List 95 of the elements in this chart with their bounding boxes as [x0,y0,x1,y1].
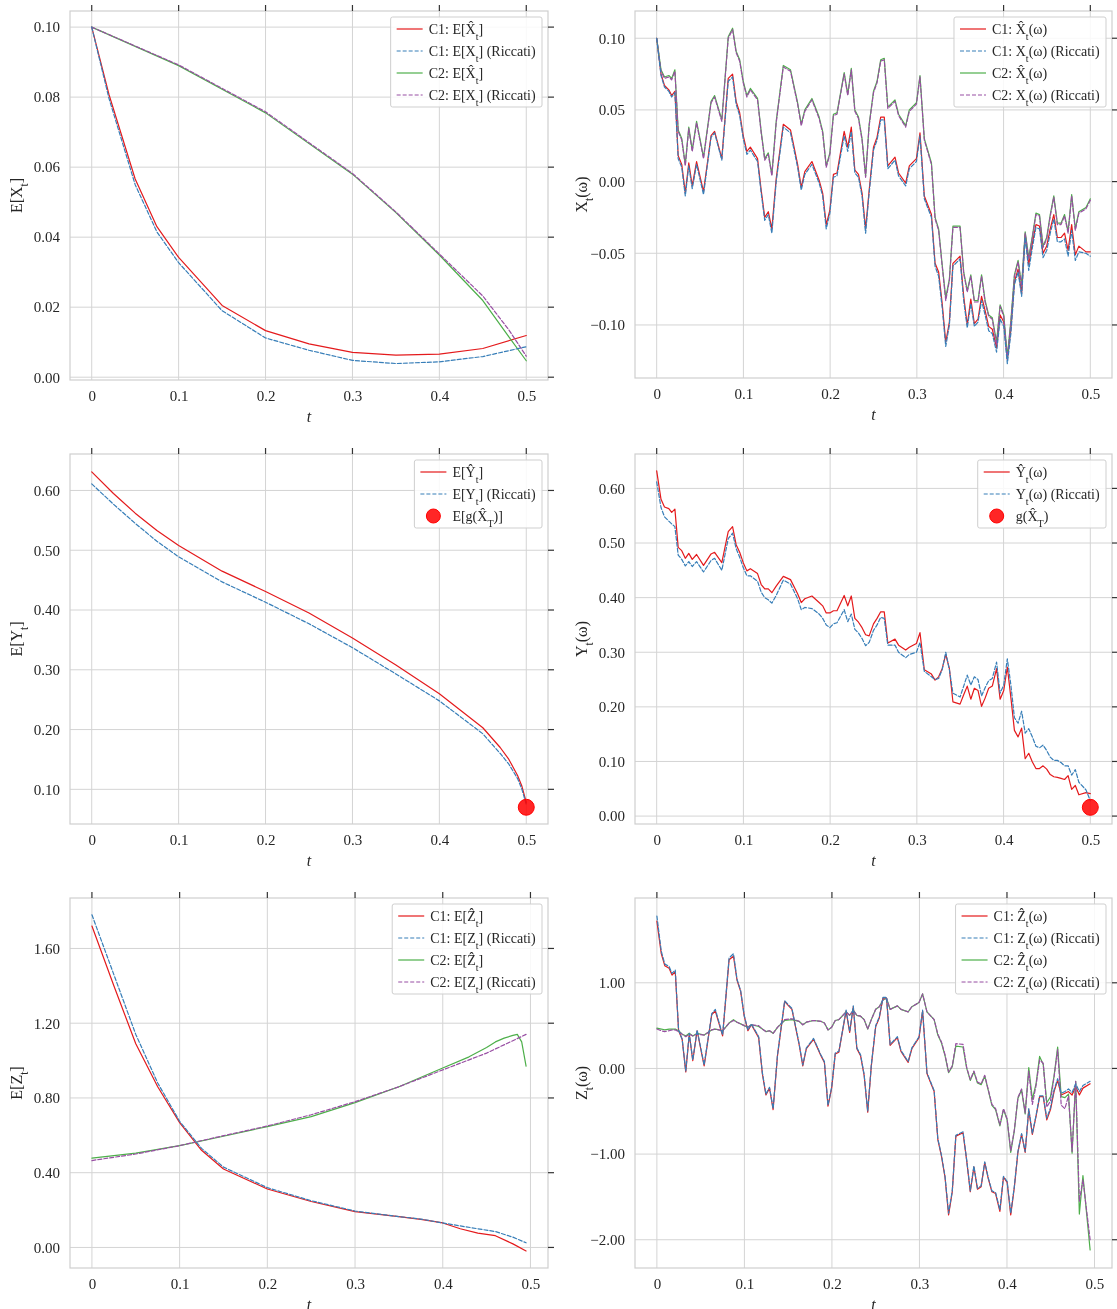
y-tick-label: 0.80 [33,1090,60,1107]
y-tick-label: 0.50 [598,535,625,552]
legend-label: C2: E[X$_{t}$] (Riccati) [428,88,536,108]
x-tick-label: 0.1 [169,831,189,848]
legend-label: C1: E[X$_{t}$] (Riccati) [428,44,536,64]
x-tick-label: 0.2 [256,831,276,848]
x-tick-label: 0.1 [169,387,189,404]
y-tick-label: −2.00 [590,1232,625,1249]
y-tick-label: 0.10 [598,30,625,47]
x-tick-label: 0.2 [821,831,841,848]
y-tick-label: 0.30 [33,662,60,679]
legend-label: E[Ŷ$_{t}$] [452,464,484,485]
x-tick-label: 0.2 [823,1275,842,1292]
y-tick-label: 0.30 [598,644,625,661]
x-tick-label: 0.5 [1081,385,1101,402]
y-tick-label: −0.10 [590,317,625,334]
y-tick-label: 0.40 [33,1165,60,1181]
y-tick-label: 0.06 [33,159,61,176]
x-axis-title: t [306,408,312,425]
y-tick-label: 0.00 [598,808,625,825]
legend-label: E[g(X̂$_{T}$)] [452,508,503,529]
x-tick-label: 0.5 [517,831,537,848]
legend-label: C2: X$_{t}$(ω) (Riccati) [991,88,1100,108]
legend-label: C1: X̂$_{t}$(ω) [991,21,1048,42]
legend-label: C1: Z$_{t}$(ω) (Riccati) [993,931,1100,951]
legend-label: Ŷ$_{t}$(ω) [1015,464,1048,485]
y-tick-label: 0.60 [598,480,625,497]
x-tick-label: 0 [88,1275,97,1292]
y-tick-label: 0.00 [598,173,625,190]
x-tick-label: 0.4 [998,1275,1018,1292]
x-tick-label: 0.5 [1081,831,1101,848]
legend-label: C1: Ẑ$_{t}$(ω) [993,908,1048,929]
legend-label: C2: E[X̂$_{t}$] [428,65,484,86]
legend-label: C1: E[Z$_{t}$] (Riccati) [430,931,536,951]
x-tick-label: 0.3 [343,831,363,848]
x-tick-label: 0.3 [907,385,927,402]
y-tick-label: 0.00 [598,1060,625,1077]
x-tick-label: 0.4 [430,831,450,848]
legend-label: C2: X̂$_{t}$(ω) [991,65,1048,86]
legend-label: C1: E[X̂$_{t}$] [428,21,484,42]
y-tick-label: 0.00 [33,369,60,386]
y-tick-label: 0.08 [33,89,60,106]
x-tick-label: 0.3 [343,387,363,404]
x-tick-label: 0.4 [433,1275,454,1292]
legend-label: C2: E[Z$_{t}$] (Riccati) [430,975,536,995]
y-tick-label: 0.10 [33,19,60,36]
x-tick-label: 0.5 [1085,1275,1105,1292]
y-tick-label: 0.50 [33,542,60,559]
y-tick-label: 1.60 [33,940,60,957]
legend-label: C2: E[Ẑ$_{t}$] [430,952,484,973]
y-tick-label: 1.20 [33,1015,60,1032]
legend-label: C1: X$_{t}$(ω) (Riccati) [991,44,1100,64]
x-tick-label: 0.2 [258,1275,278,1292]
legend-label: Y$_{t}$(ω) (Riccati) [1015,487,1100,507]
y-tick-label: 0.04 [33,229,61,246]
x-tick-label: 0.4 [430,387,450,404]
y-tick-label: 0.00 [33,1239,60,1256]
x-tick-label: 0.1 [734,831,754,848]
y-tick-label: 0.20 [33,721,60,738]
x-tick-label: 0 [653,385,661,402]
legend-label: C1: E[Ẑ$_{t}$] [430,908,484,929]
x-tick-label: 0.1 [170,1275,190,1292]
legend-label: C2: Ẑ$_{t}$(ω) [993,952,1048,973]
legend-label: C2: Z$_{t}$(ω) (Riccati) [993,975,1100,995]
y-tick-label: 0.05 [598,102,625,119]
y-tick-label: 0.40 [598,589,625,606]
x-tick-label: 0.2 [256,387,276,404]
x-tick-label: 0.1 [734,385,754,402]
x-tick-label: 0.5 [517,387,537,404]
x-tick-label: 0.3 [910,1275,930,1292]
legend-label: E[Y$_{t}$] (Riccati) [452,487,536,507]
y-tick-label: 0.60 [33,482,60,499]
y-tick-label: 0.10 [598,753,625,770]
x-tick-label: 0 [653,1275,662,1292]
x-axis-title: t [871,406,877,423]
x-tick-label: 0.4 [994,385,1014,402]
y-tick-label: −0.05 [590,245,625,262]
y-tick-label: 0.02 [33,299,60,316]
y-tick-label: 0.40 [33,602,60,619]
y-tick-label: 0.10 [33,781,60,798]
x-tick-label: 0 [88,387,96,404]
y-tick-label: 0.20 [598,699,625,716]
x-tick-label: 0.3 [907,831,927,848]
x-tick-label: 0.2 [821,385,841,402]
x-tick-label: 0.4 [994,831,1014,848]
x-axis-title: t [871,852,877,869]
x-tick-label: 0.3 [346,1275,365,1292]
x-tick-label: 0.1 [735,1275,755,1292]
legend-label: g(X̂$_{T}$) [1015,508,1049,529]
x-axis-title: t [306,852,312,869]
x-tick-label: 0 [653,831,661,848]
y-tick-label: −1.00 [590,1146,625,1163]
y-tick-label: 1.00 [598,975,625,992]
x-tick-label: 0.5 [521,1275,541,1292]
x-tick-label: 0 [88,831,96,848]
